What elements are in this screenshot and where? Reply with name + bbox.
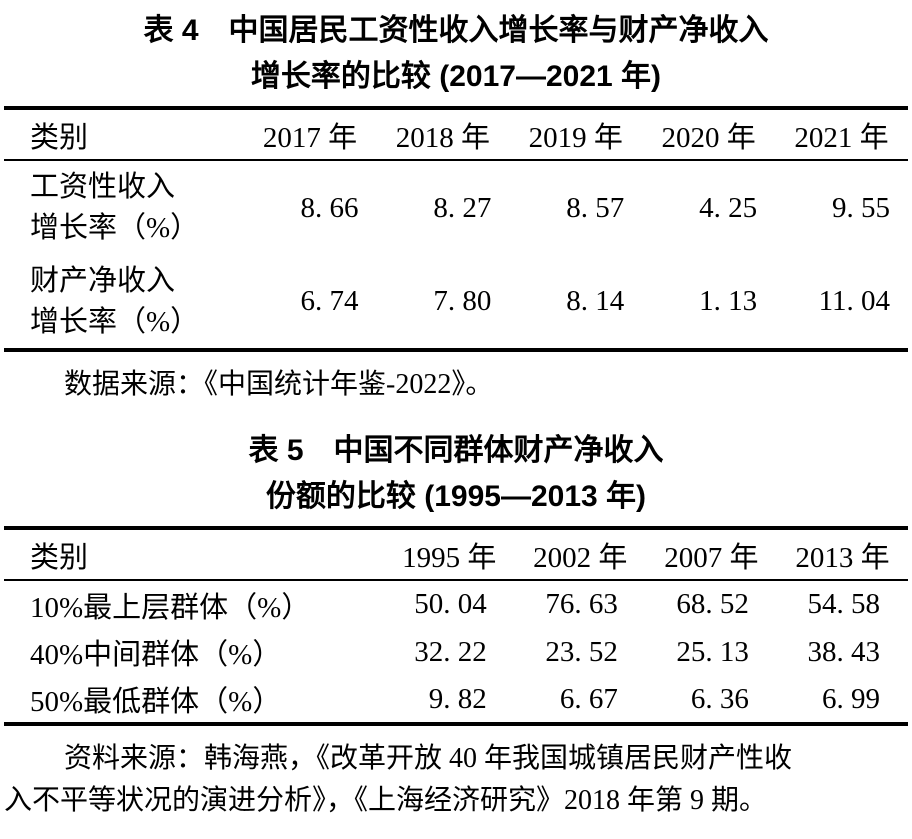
table5-header-2013: 2013 年	[776, 528, 908, 581]
row-label: 10%最上层群体（%）	[30, 591, 311, 624]
cell-value: 50. 04	[414, 588, 487, 620]
table4-title: 表 4 中国居民工资性收入增长率与财产净收入 增长率的比较 (2017—2021…	[4, 8, 908, 100]
cell-value: 4. 25	[699, 191, 758, 224]
row-label: 40%中间群体（%）	[30, 639, 282, 671]
cell-value: 68. 52	[676, 588, 749, 620]
table-row: 工资性收入 增长率（%） 8. 66 8. 27 8. 57 4. 25 9. …	[4, 160, 908, 255]
table4-header-2021: 2021 年	[775, 108, 908, 161]
row-label: 50%最低群体（%）	[30, 686, 282, 718]
table4-title-line1: 表 4 中国居民工资性收入增长率与财产净收入	[143, 14, 769, 47]
cell-value: 8. 66	[300, 191, 359, 224]
cell-value: 1. 13	[699, 285, 758, 317]
row-label-line1: 财产净收入	[30, 264, 176, 297]
cell-value: 54. 58	[807, 588, 881, 620]
cell-value: 8. 27	[433, 191, 492, 224]
table5-header-row: 类别 1995 年 2002 年 2007 年 2013 年	[4, 528, 908, 581]
table5-source-note: 资料来源：韩海燕，《改革开放 40 年我国城镇居民财产性收 入不平等状况的演进分…	[4, 738, 908, 822]
table-row: 50%最低群体（%） 9. 82 6. 67 6. 36 6. 99	[4, 676, 908, 724]
cell-value: 9. 55	[832, 191, 890, 224]
table5-title: 表 5 中国不同群体财产净收入 份额的比较 (1995—2013 年)	[4, 428, 908, 520]
table4-source-note: 数据来源：《中国统计年鉴-2022》。	[4, 364, 908, 406]
table5-title-line1: 表 5 中国不同群体财产净收入	[248, 434, 664, 467]
cell-value: 7. 80	[433, 285, 492, 317]
table-row: 10%最上层群体（%） 50. 04 76. 63 68. 52 54. 58	[4, 580, 908, 628]
cell-value: 8. 14	[566, 285, 625, 317]
cell-value: 6. 67	[559, 682, 618, 715]
table4-header-2017: 2017 年	[243, 108, 377, 161]
table4: 类别 2017 年 2018 年 2019 年 2020 年 2021 年 工资…	[4, 106, 908, 352]
cell-value: 8. 57	[566, 191, 625, 224]
table-row: 40%中间群体（%） 32. 22 23. 52 25. 13 38. 43	[4, 628, 908, 676]
cell-value: 76. 63	[545, 588, 618, 620]
table4-header-2020: 2020 年	[642, 108, 776, 161]
table4-header-2019: 2019 年	[509, 108, 643, 161]
cell-value: 6. 74	[300, 285, 359, 317]
table4-header-2018: 2018 年	[376, 108, 510, 161]
table-row: 财产净收入 增长率（%） 6. 74 7. 80 8. 14 1. 13 11.…	[4, 255, 908, 350]
table5: 类别 1995 年 2002 年 2007 年 2013 年 10%最上层群体（…	[4, 526, 908, 726]
cell-value: 25. 13	[676, 635, 749, 668]
row-label-line2: 增长率（%）	[30, 305, 200, 338]
table4-header-category: 类别	[4, 108, 244, 161]
table5-header-1995: 1995 年	[383, 528, 515, 581]
row-label-line1: 工资性收入	[30, 171, 176, 203]
cell-value: 32. 22	[414, 635, 487, 668]
table4-source-text: 数据来源：《中国统计年鉴-2022》。	[64, 369, 494, 400]
cell-value: 9. 82	[428, 682, 487, 715]
table5-title-line2: 份额的比较 (1995—2013 年)	[265, 480, 647, 513]
table5-header-2002: 2002 年	[514, 528, 646, 581]
table5-header-category: 类别	[4, 528, 384, 581]
cell-value: 38. 43	[807, 635, 881, 668]
table4-header-row: 类别 2017 年 2018 年 2019 年 2020 年 2021 年	[4, 108, 908, 161]
table5-header-2007: 2007 年	[645, 528, 777, 581]
cell-value: 23. 52	[545, 635, 618, 668]
table5-source-line1: 资料来源：韩海燕，《改革开放 40 年我国城镇居民财产性收	[64, 743, 793, 774]
cell-value: 6. 36	[690, 682, 749, 715]
table5-source-line2: 入不平等状况的演进分析》，《上海经济研究》2018 年第 9 期。	[4, 785, 768, 816]
row-label-line2: 增长率（%）	[30, 212, 200, 244]
table4-title-line2: 增长率的比较 (2017—2021 年)	[250, 60, 662, 93]
cell-value: 6. 99	[822, 682, 880, 715]
row-label: 财产净收入 增长率（%）	[4, 255, 244, 350]
cell-value: 11. 04	[818, 285, 890, 317]
row-label: 工资性收入 增长率（%）	[4, 160, 244, 255]
